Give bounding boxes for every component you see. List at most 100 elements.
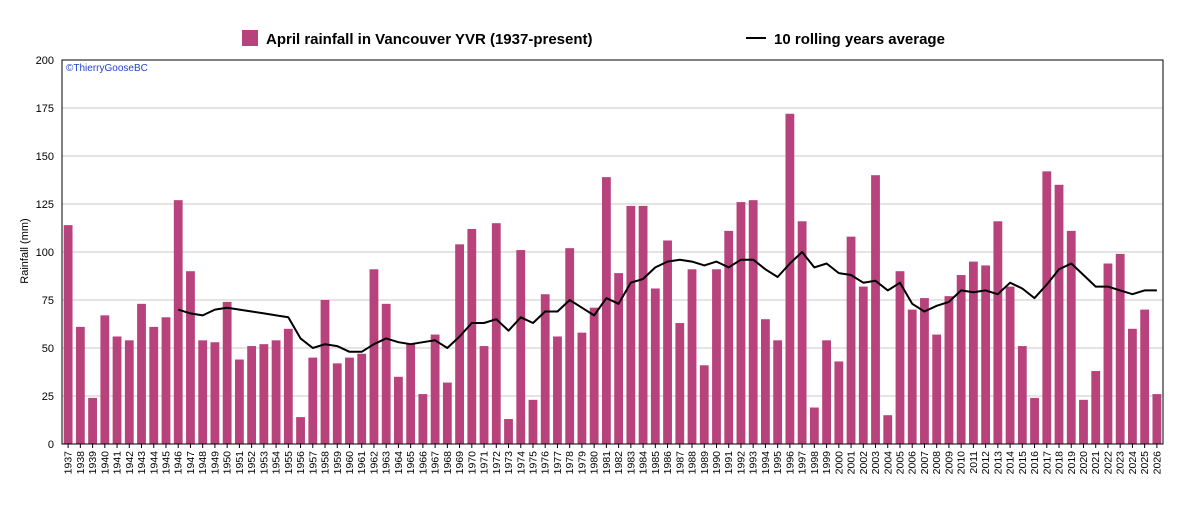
bar-2002: [858, 286, 868, 444]
bar-1997: [797, 221, 807, 444]
bar-2001: [846, 236, 856, 444]
plot-frame: [61, 59, 1164, 445]
x-tick-label: 1948: [197, 451, 209, 475]
x-tick-label: 2006: [907, 451, 919, 475]
rolling-average-line: [177, 251, 1157, 353]
grid-lines: [62, 107, 1163, 397]
x-tick-label: 1992: [735, 451, 747, 475]
bar-1973: [504, 419, 513, 444]
bar-2000: [834, 361, 844, 444]
bar-1966: [418, 394, 428, 444]
bar-1940: [100, 315, 110, 444]
x-tick-label: 1954: [271, 451, 283, 475]
bar-2016: [1030, 397, 1039, 444]
x-tick-label: 1980: [589, 451, 601, 475]
y-tick-label: 150: [36, 151, 54, 163]
legend-line-label: 10 rolling years average: [774, 31, 945, 48]
bar-2023: [1115, 253, 1125, 444]
x-tick-label: 1968: [442, 451, 454, 475]
x-tick-label: 1961: [356, 451, 368, 475]
credit-text: ©ThierryGooseBC: [66, 63, 148, 74]
x-tick-label: 1960: [344, 451, 356, 475]
bar-1960: [345, 357, 354, 444]
bar-1965: [406, 344, 416, 444]
bar-1943: [137, 303, 146, 444]
bar-1948: [198, 340, 208, 444]
y-tick-label: 100: [36, 247, 54, 259]
x-tick-label: 1984: [638, 451, 650, 475]
x-tick-label: 1942: [124, 451, 136, 475]
x-tick-label: 1967: [430, 451, 442, 475]
x-tick-label: 2007: [919, 451, 931, 475]
x-tick-label: 2024: [1127, 451, 1139, 475]
bar-1974: [516, 250, 526, 444]
legend-bar-swatch: [242, 30, 258, 46]
bar-1988: [687, 269, 697, 444]
x-tick-label: 1963: [381, 451, 393, 475]
bar-2022: [1103, 263, 1113, 444]
bar-2014: [1005, 286, 1015, 444]
x-tick-label: 2022: [1102, 451, 1114, 475]
y-tick-label: 75: [42, 295, 54, 307]
x-tick-label: 1979: [576, 451, 588, 475]
x-tick-label: 2014: [1005, 451, 1017, 475]
bar-1982: [614, 273, 624, 444]
y-axis-label: Rainfall (mm): [19, 218, 31, 283]
x-tick-label: 2019: [1066, 451, 1078, 475]
bar-1950: [222, 301, 232, 444]
y-tick-label: 25: [42, 391, 54, 403]
x-tick-label: 1985: [650, 451, 662, 475]
x-tick-label: 1962: [368, 451, 380, 475]
x-tick-label: 1975: [528, 451, 540, 475]
x-tick-label: 1989: [699, 451, 711, 475]
x-tick-label: 1965: [405, 451, 417, 475]
x-tick-label: 1994: [760, 451, 772, 475]
x-tick-label: 1970: [466, 451, 478, 475]
x-tick-label: 1940: [99, 451, 111, 475]
bar-1959: [332, 363, 342, 444]
bar-1941: [112, 336, 122, 444]
x-tick-label: 1938: [75, 451, 87, 475]
bar-1978: [565, 248, 575, 444]
legend-bar-label: April rainfall in Vancouver YVR (1937-pr…: [266, 31, 593, 48]
bar-1998: [809, 407, 819, 444]
bar-1984: [638, 205, 648, 444]
x-tick-label: 1996: [784, 451, 796, 475]
bar-2024: [1128, 328, 1137, 444]
x-tick-label: 1955: [283, 451, 295, 475]
bar-1945: [161, 317, 171, 444]
bar-1946: [173, 200, 183, 444]
bar-1962: [369, 269, 379, 444]
bar-1963: [381, 303, 391, 444]
bar-1956: [296, 417, 305, 444]
bar-1953: [259, 344, 269, 444]
bar-2015: [1017, 346, 1027, 444]
x-tick-label: 1978: [564, 451, 576, 475]
bar-1991: [724, 230, 734, 444]
y-tick-label: 0: [48, 439, 54, 451]
x-tick-label: 1991: [723, 451, 735, 475]
bar-2003: [871, 175, 880, 444]
x-tick-label: 2021: [1090, 451, 1102, 475]
x-tick-label: 2008: [931, 451, 943, 475]
legend: April rainfall in Vancouver YVR (1937-pr…: [242, 30, 945, 48]
x-tick-label: 1953: [258, 451, 270, 475]
x-tick-label: 1959: [332, 451, 344, 475]
bar-1958: [320, 300, 330, 444]
x-tick-label: 1972: [491, 451, 503, 475]
bar-1985: [650, 288, 660, 444]
bar-1944: [149, 326, 159, 444]
bar-1976: [540, 294, 550, 444]
bar-2012: [981, 265, 991, 444]
x-tick-label: 2025: [1139, 451, 1151, 475]
y-tick-label: 200: [36, 55, 54, 67]
bar-1975: [528, 399, 538, 444]
bar-1987: [675, 323, 685, 444]
bar-1994: [761, 319, 770, 444]
x-tick-label: 2026: [1151, 451, 1163, 475]
bar-2009: [944, 296, 954, 444]
bar-1971: [479, 346, 489, 444]
bar-2007: [920, 298, 929, 444]
bar-1954: [271, 340, 281, 444]
